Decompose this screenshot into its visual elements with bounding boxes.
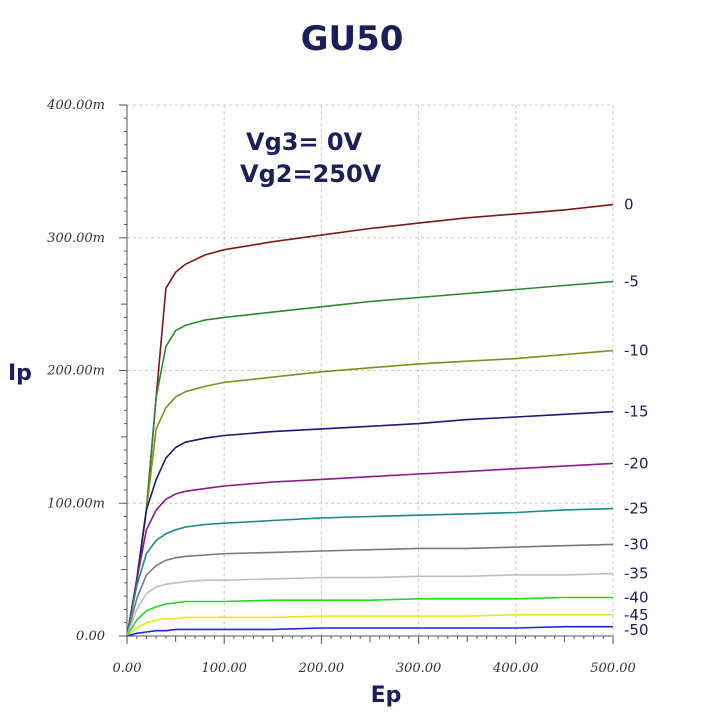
y-tick-label: 100.00m: [47, 496, 105, 511]
series-label: -35: [624, 565, 649, 583]
y-tick-labels: 0.00 100.00m 200.00m 300.00m 400.00m: [46, 98, 105, 644]
x-tick-label: 300.00: [396, 661, 442, 676]
y-axis-title: Ip: [8, 361, 32, 386]
y-tick-label: 400.00m: [46, 98, 105, 113]
x-tick-label: 200.00: [298, 661, 345, 676]
x-tick-label: 500.00: [590, 661, 636, 676]
x-tick-label: 0.00: [113, 661, 142, 676]
chart-title: GU50: [301, 19, 404, 59]
y-tick-label: 0.00: [76, 629, 105, 644]
series-label: -15: [624, 403, 649, 421]
series-label: -50: [624, 621, 649, 639]
series-line: [126, 543, 614, 637]
x-tick-labels: 0.00 100.00 200.00 300.00 400.00 500.00: [113, 661, 636, 676]
series-label: -25: [624, 500, 649, 518]
series-line: [126, 349, 614, 637]
series-line: [126, 203, 614, 637]
x-tick-label: 100.00: [201, 661, 247, 676]
series-label: -30: [624, 535, 649, 553]
annotation-vg2: Vg2=250V: [240, 160, 382, 188]
x-axis-title: Ep: [371, 683, 402, 708]
series-line: [126, 410, 614, 637]
series-line: [126, 572, 614, 637]
series-label: -10: [624, 342, 649, 360]
series-label: 0: [624, 196, 634, 214]
axes: [119, 104, 614, 644]
grid: [127, 104, 614, 636]
series-line: [126, 613, 613, 637]
series-line: [126, 280, 614, 637]
series-lines: [126, 203, 614, 637]
x-tick-label: 400.00: [492, 661, 539, 676]
series-labels: 0 -5 -10 -15 -20 -25 -30 -35 -40-45-50: [624, 196, 649, 639]
series-label: -5: [624, 273, 639, 291]
series-label: -45: [624, 606, 649, 624]
series-line: [126, 596, 613, 637]
series-line: [126, 462, 614, 637]
y-tick-label: 200.00m: [46, 364, 105, 379]
series-label: -20: [624, 454, 649, 472]
annotation-vg3: Vg3= 0V: [246, 128, 363, 156]
series-line: [126, 507, 614, 637]
series-label: -40: [624, 589, 649, 607]
series-line: [126, 625, 613, 637]
y-tick-label: 300.00m: [47, 231, 105, 246]
